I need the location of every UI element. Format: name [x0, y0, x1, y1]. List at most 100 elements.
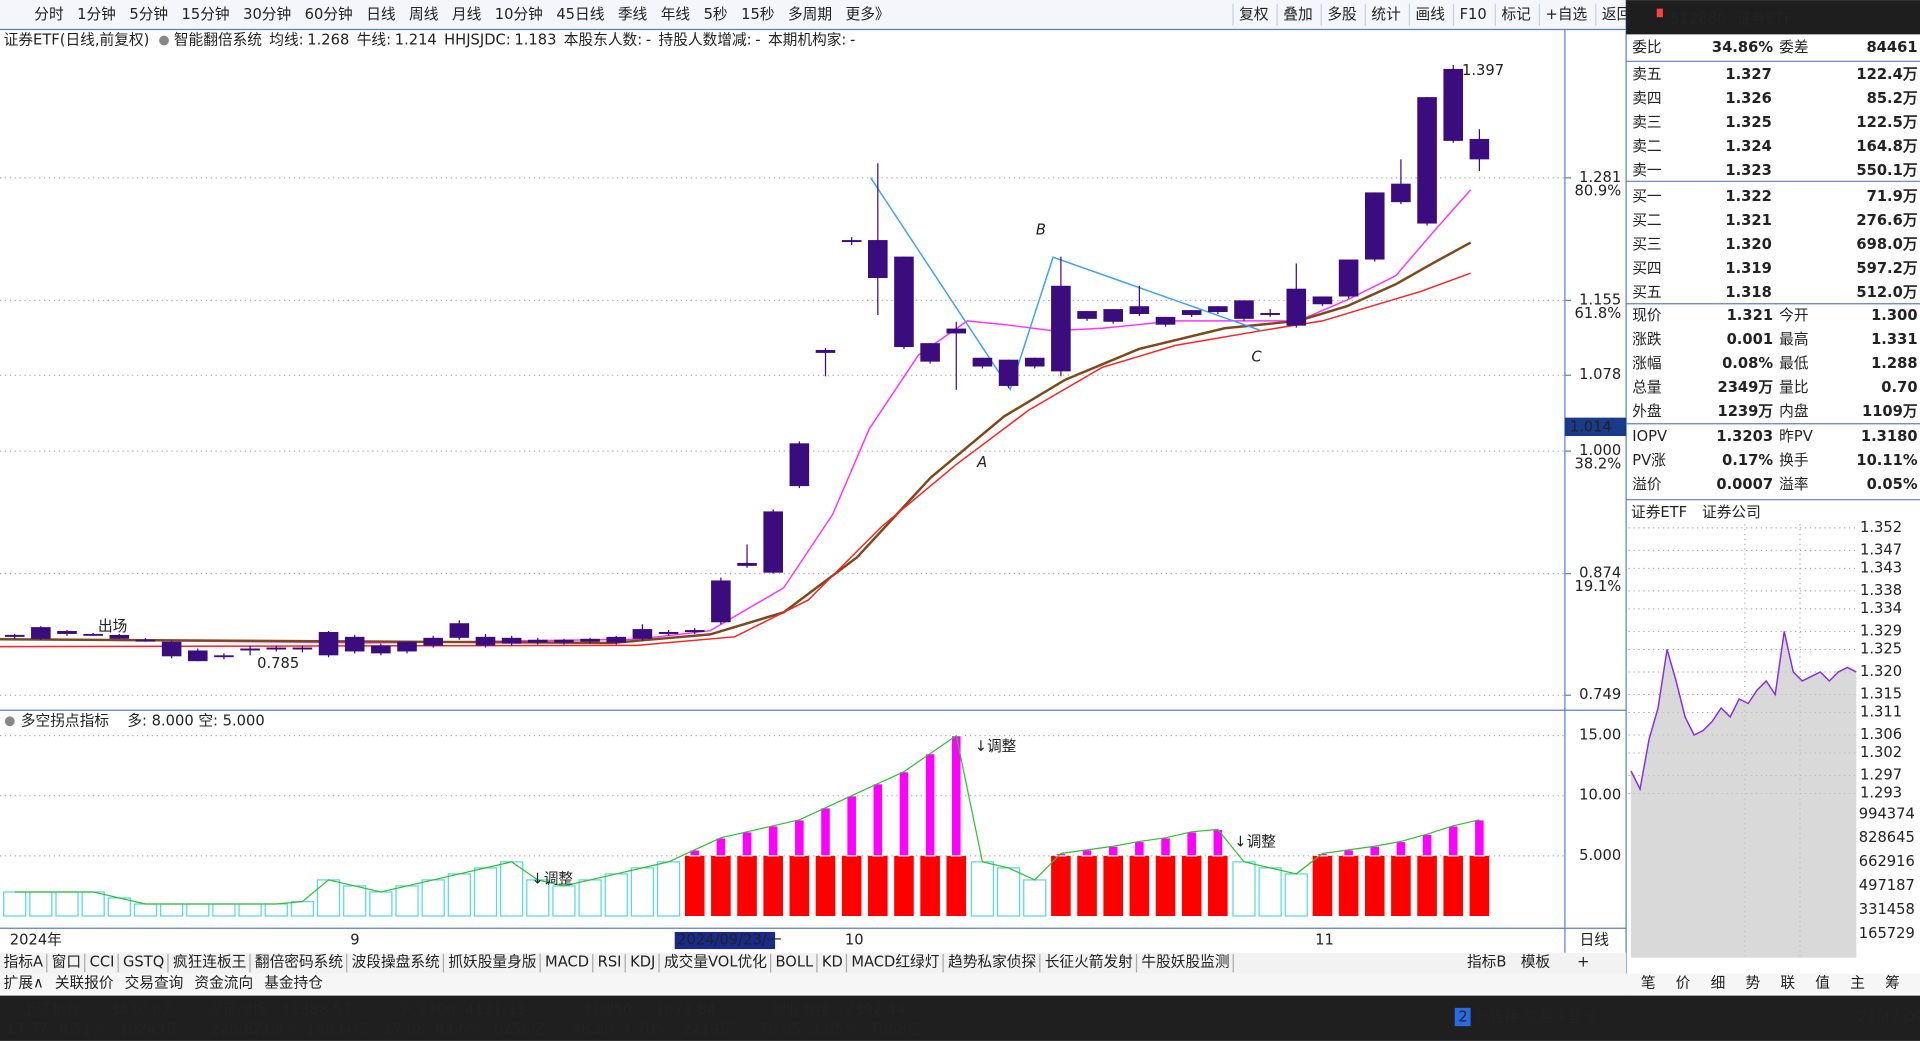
mini-tab[interactable]: 值 [1815, 974, 1830, 991]
period-button[interactable]: 季线 [618, 6, 648, 23]
tool-button[interactable]: F10 [1460, 6, 1487, 23]
y-tick-label: 1.306 [1860, 726, 1902, 743]
period-button[interactable]: 15秒 [741, 6, 775, 23]
date-label: 11 [1315, 932, 1334, 949]
index-amount: 10243亿 [119, 1021, 180, 1038]
sub-tab[interactable]: 基金持仓 [264, 974, 323, 991]
mini-tab[interactable]: 价 [1676, 974, 1691, 991]
mini-tab[interactable]: 势 [1746, 974, 1761, 991]
period-button[interactable]: 15分钟 [182, 6, 230, 23]
sub-tab[interactable]: 交易查询 [125, 973, 184, 991]
indicator-tab[interactable]: KDJ [630, 954, 655, 971]
quote-value: 0.05% [1867, 476, 1918, 493]
tool-button[interactable]: 画线 [1416, 6, 1446, 23]
mini-tab[interactable]: 细 [1711, 974, 1726, 991]
period-button[interactable]: 年线 [661, 6, 691, 23]
indicator-tab[interactable]: GSTQ [123, 954, 164, 971]
signal-bar [868, 855, 888, 917]
index-value: 11388.57 [282, 1001, 352, 1018]
indicator-tab[interactable]: 模板 [1521, 953, 1551, 971]
period-button[interactable]: 日线 [366, 6, 396, 23]
date-label: 10 [845, 932, 864, 949]
signal-bar [920, 855, 940, 917]
volume-tick-label: 994374 [1859, 805, 1915, 822]
indicator-tab[interactable]: 抓妖股量身版 [448, 954, 536, 971]
indicator-tab[interactable]: 窗口 [52, 953, 81, 971]
signal-bar-top [1395, 840, 1407, 857]
indicator-tab[interactable]: 趋势私家侦探 [948, 954, 1036, 971]
tool-button[interactable]: 统计 [1371, 6, 1401, 23]
period-button[interactable]: 60分钟 [305, 6, 353, 23]
y-tick-label: 5.000 [1579, 847, 1621, 864]
flag [1656, 8, 1663, 18]
tool-button[interactable]: 返回 [1602, 6, 1631, 23]
quote-label: 现价 [1632, 307, 1662, 324]
period-button[interactable]: 45日线 [556, 6, 604, 23]
quote-code: 512880 [1670, 11, 1726, 28]
y-tick-label: 1.347 [1860, 541, 1902, 558]
book-label: 卖四 [1632, 90, 1661, 107]
index-value: 4131.13 [465, 1001, 526, 1018]
indicator-tab[interactable]: 成交量VOL优化 [664, 953, 767, 971]
indicator-tab[interactable]: CCI [90, 954, 115, 971]
signal-bar-top [793, 819, 805, 857]
header-label: 牛线: [357, 32, 391, 49]
mini-tab[interactable]: 主 [1850, 974, 1865, 991]
sub-tab[interactable]: 扩展∧ [4, 974, 44, 991]
mini-tab[interactable]: 证券ETF [1631, 504, 1687, 521]
book-volume: 164.8万 [1856, 138, 1917, 155]
sub-tab[interactable]: 关联报价 [55, 974, 114, 991]
period-button[interactable]: 多周期 [788, 6, 832, 23]
y-tick-label: 1.078 [1579, 366, 1621, 383]
indicator-tab[interactable]: 指标A [4, 954, 43, 971]
indicator-tab[interactable]: 指标B [1467, 954, 1506, 971]
header-value: 1.183 [514, 32, 556, 49]
period-button[interactable]: 分时 [34, 6, 64, 23]
book-price: 1.322 [1725, 188, 1771, 205]
tool-button[interactable]: +自选 [1546, 6, 1588, 23]
indicator-tab[interactable]: + [1577, 954, 1589, 971]
indicator-note: ↓调整 [975, 738, 1017, 755]
tool-button[interactable]: 标记 [1501, 6, 1531, 23]
book-label: 买五 [1632, 284, 1661, 301]
mini-tab[interactable]: 联 [1780, 974, 1795, 991]
indicator-tab[interactable]: BOLL [775, 954, 814, 971]
period-button[interactable]: 周线 [409, 6, 439, 23]
period-button[interactable]: 30分钟 [243, 6, 291, 23]
quote-label: 涨幅 [1632, 355, 1661, 372]
tool-button[interactable]: 复权 [1239, 5, 1269, 23]
indicator-tab[interactable]: KD [822, 954, 843, 971]
indicator-tab[interactable]: MACD红绿灯 [851, 954, 939, 971]
period-button[interactable]: 更多》 [846, 6, 890, 23]
header-label: HHJSJDC: [444, 32, 511, 49]
y-tick-label: 1.343 [1860, 559, 1902, 576]
indicator-tab[interactable]: 翻倍密码系统 [255, 954, 343, 971]
mini-tab[interactable]: 筹 [1885, 974, 1900, 991]
indicator-tab[interactable]: RSI [598, 954, 622, 971]
candle-body [109, 634, 130, 639]
indicator-tab[interactable]: 牛股妖股监测 [1141, 954, 1229, 971]
fib-label: 61.8% [1575, 305, 1622, 322]
period-button[interactable]: 10分钟 [495, 6, 543, 23]
mini-tab[interactable]: 证券公司 [1702, 504, 1761, 521]
period-button[interactable]: 5秒 [704, 6, 728, 23]
mini-tab[interactable]: 笔 [1641, 974, 1656, 991]
sub-tab[interactable]: 资金流向 [194, 974, 253, 991]
indicator-tab[interactable]: MACD [545, 954, 589, 971]
period-button[interactable]: 月线 [452, 6, 482, 23]
y-tick-label: 1.329 [1860, 622, 1902, 639]
index-amount: 2219亿 [682, 1021, 734, 1038]
period-button[interactable]: 5分钟 [129, 6, 168, 23]
quote-value: 34.86% [1712, 39, 1773, 56]
tool-button[interactable]: 叠加 [1283, 6, 1312, 23]
period-button[interactable]: 1分钟 [77, 6, 116, 23]
signal-bar [1155, 855, 1176, 917]
signal-bar [1051, 855, 1071, 917]
indicator-tab[interactable]: 长征火箭发射 [1045, 953, 1133, 971]
signal-bar [1103, 855, 1124, 917]
indicator-tab[interactable]: 疯狂连板王 [173, 953, 246, 971]
header-label: 持股人数增减: [659, 32, 752, 49]
indicator-tab[interactable]: 波段操盘系统 [352, 953, 440, 971]
tool-button[interactable]: 多股 [1327, 6, 1357, 23]
book-label: 买三 [1632, 236, 1661, 253]
